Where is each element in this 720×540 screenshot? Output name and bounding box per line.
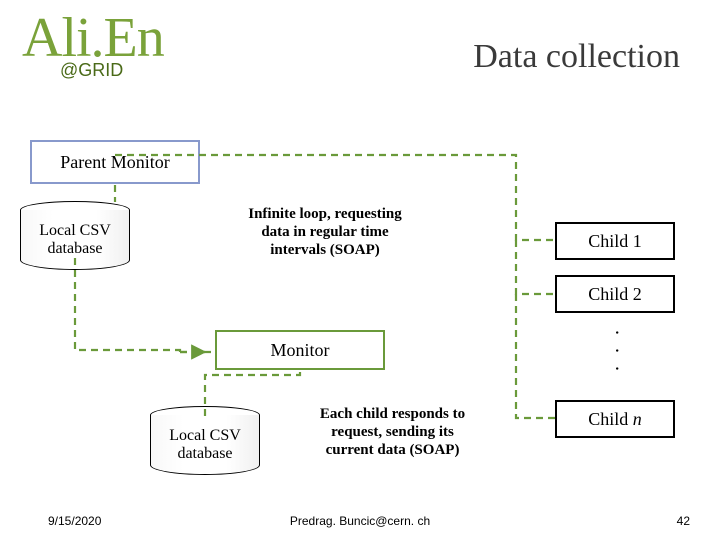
childn-box: Child n	[555, 400, 675, 438]
local-db-1: Local CSV database	[20, 210, 130, 270]
db2-line1: Local CSV	[169, 427, 241, 445]
parent-monitor-label: Parent Monitor	[60, 152, 170, 173]
caption-child-responds: Each child responds torequest, sending i…	[290, 405, 495, 459]
footer-email: Predrag. Buncic@cern. ch	[290, 514, 430, 528]
monitor-label: Monitor	[270, 340, 329, 361]
page-title: Data collection	[473, 38, 680, 76]
footer-page: 42	[677, 514, 690, 528]
child1-label: Child 1	[588, 231, 642, 252]
local-db-2: Local CSV database	[150, 415, 260, 475]
child2-box: Child 2	[555, 275, 675, 313]
monitor-box: Monitor	[215, 330, 385, 370]
childn-label: Child n	[588, 409, 642, 430]
cylinder-body: Local CSV database	[20, 210, 130, 270]
logo: Ali.En @GRID	[22, 10, 164, 81]
connector-lines	[0, 0, 720, 540]
db2-line2: database	[169, 445, 241, 463]
db1-line2: database	[39, 240, 111, 258]
vertical-ellipsis: . . .	[610, 330, 633, 375]
db1-line1: Local CSV	[39, 222, 111, 240]
child1-box: Child 1	[555, 222, 675, 260]
child2-label: Child 2	[588, 284, 642, 305]
logo-main: Ali.En	[22, 10, 164, 66]
parent-monitor-box: Parent Monitor	[30, 140, 200, 184]
cylinder-body: Local CSV database	[150, 415, 260, 475]
footer-date: 9/15/2020	[48, 514, 101, 528]
caption-infinite-loop: Infinite loop, requestingdata in regular…	[215, 205, 435, 259]
